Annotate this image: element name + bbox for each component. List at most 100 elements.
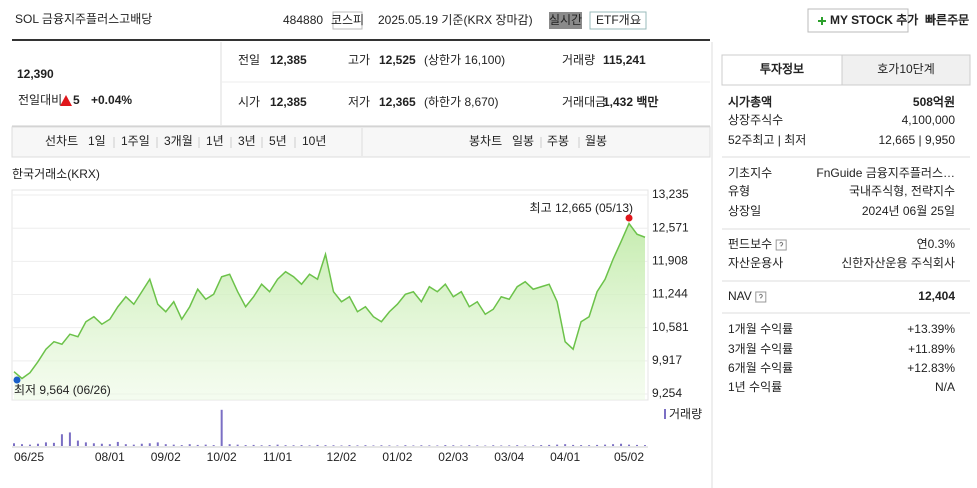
volume-bar	[260, 445, 263, 446]
my-stock[interactable]: MY STOCK 추가	[830, 12, 918, 27]
volume-bar	[132, 444, 135, 446]
y-tick-label: 11,244	[652, 287, 688, 301]
volume-bar	[572, 444, 575, 446]
line-chart-label: 선차트	[45, 134, 78, 148]
x-tick-label: 04/01	[550, 450, 580, 464]
info-label: 1년 수익률	[728, 380, 782, 394]
info-value: +11.89%	[908, 342, 955, 356]
period-tab[interactable]: 1일	[88, 134, 106, 148]
high-dot	[625, 214, 633, 222]
x-tick-label: 06/25	[14, 450, 44, 464]
etf-overview[interactable]: ETF개요	[596, 13, 641, 27]
stat-label: 시가	[238, 95, 260, 109]
stat-label: 전일	[238, 53, 260, 67]
volume-bar	[596, 444, 599, 446]
y-tick-label: 9,917	[652, 353, 682, 367]
volume-bar	[468, 445, 471, 446]
volume-bar	[412, 445, 415, 446]
volume-bar	[516, 445, 519, 446]
volume-bar	[44, 442, 47, 446]
period-tab[interactable]: 5년	[269, 134, 287, 148]
info-label: 상장주식수	[728, 113, 783, 127]
period-tab[interactable]: 3년	[238, 134, 256, 148]
info-label: 6개월 수익률	[728, 361, 793, 375]
volume-bar	[236, 444, 239, 446]
x-tick-label: 03/04	[494, 450, 524, 464]
volume-bar	[332, 445, 335, 446]
up-icon	[60, 95, 72, 106]
info-label: 1개월 수익률	[728, 322, 793, 336]
period-tab[interactable]: 3개월	[164, 134, 193, 148]
period-tab[interactable]: 10년	[302, 134, 326, 148]
info-label: 시가총액	[728, 94, 772, 109]
info-tab[interactable]	[721, 54, 843, 86]
stat-label: 저가	[348, 95, 370, 109]
info-value: 508억원	[913, 95, 955, 109]
volume-bar	[428, 445, 431, 446]
volume-bar	[356, 445, 359, 446]
volume-bar	[620, 443, 623, 446]
volume-bar	[204, 444, 207, 446]
tab-label[interactable]: 호가10단계	[877, 62, 935, 76]
market: 코스피	[331, 13, 364, 27]
info-value: 2024년 06월 25일	[862, 204, 955, 218]
orderbook-tab[interactable]	[841, 54, 971, 86]
volume-bar	[380, 445, 383, 446]
y-tick-label: 10,581	[652, 320, 689, 334]
info-label: 펀드보수	[728, 237, 772, 251]
x-tick-label: 12/02	[326, 450, 356, 464]
help-glyph	[758, 293, 763, 299]
my-stock-button[interactable]	[807, 8, 909, 33]
tab-label[interactable]: 투자정보	[760, 61, 804, 76]
dropdown-icon	[635, 19, 641, 23]
volume-bar	[28, 444, 31, 446]
info-value: 4,100,000	[902, 113, 956, 127]
candle-tab[interactable]: 월봉	[585, 134, 607, 148]
volume-bar	[348, 445, 351, 446]
volume-bar	[460, 445, 463, 446]
volume-bar	[220, 409, 223, 446]
quick-order[interactable]: 빠른주문	[925, 12, 969, 27]
volume-bar	[300, 445, 303, 446]
info-value: N/A	[935, 380, 955, 394]
period-tab[interactable]: 1년	[206, 134, 224, 148]
price: 12,390	[17, 67, 54, 81]
realtime-badge	[549, 12, 582, 29]
info-label: 52주최고 | 최저	[728, 133, 806, 147]
date: 2025.05.19 기준(KRX 장마감)	[378, 13, 533, 27]
info-label: 자산운용사	[728, 256, 783, 270]
volume-bar	[284, 445, 287, 446]
volume-bar	[628, 444, 631, 446]
info-label: 유형	[728, 184, 750, 198]
volume-bar	[124, 444, 127, 446]
stat-value: 12,385	[270, 53, 307, 67]
volume-bar	[532, 445, 535, 446]
volume-bar	[500, 445, 503, 446]
volume-bar	[140, 443, 143, 446]
volume-bar	[172, 444, 175, 446]
etf-badge[interactable]	[589, 11, 647, 30]
y-tick-label: 12,571	[652, 220, 689, 234]
stock-code: 484880	[283, 13, 323, 27]
volume-bar	[252, 444, 255, 446]
volume-bar	[388, 445, 391, 446]
volume-bar	[436, 445, 439, 446]
market-badge	[332, 11, 363, 30]
stat-value: 12,525	[379, 53, 416, 67]
volume-bar	[508, 445, 511, 446]
volume-bar	[564, 444, 567, 446]
volume-bar	[156, 442, 159, 446]
volume-bar	[212, 445, 215, 446]
low-label: 최저 9,564 (06/26)	[14, 383, 111, 397]
x-tick-label: 08/01	[95, 450, 125, 464]
volume-bar	[100, 443, 103, 446]
period-tab[interactable]: 1주일	[121, 134, 150, 148]
candle-tab[interactable]: 일봉	[512, 134, 534, 148]
info-value: 12,665 | 9,950	[878, 133, 955, 147]
legend-label: 거래량	[669, 407, 702, 421]
volume-bar	[20, 444, 23, 446]
tab-bar	[11, 126, 711, 158]
title: SOL 금융지주플러스고배당	[15, 12, 152, 26]
candle-tab[interactable]: 주봉	[547, 134, 569, 148]
volume-bar	[292, 445, 295, 446]
